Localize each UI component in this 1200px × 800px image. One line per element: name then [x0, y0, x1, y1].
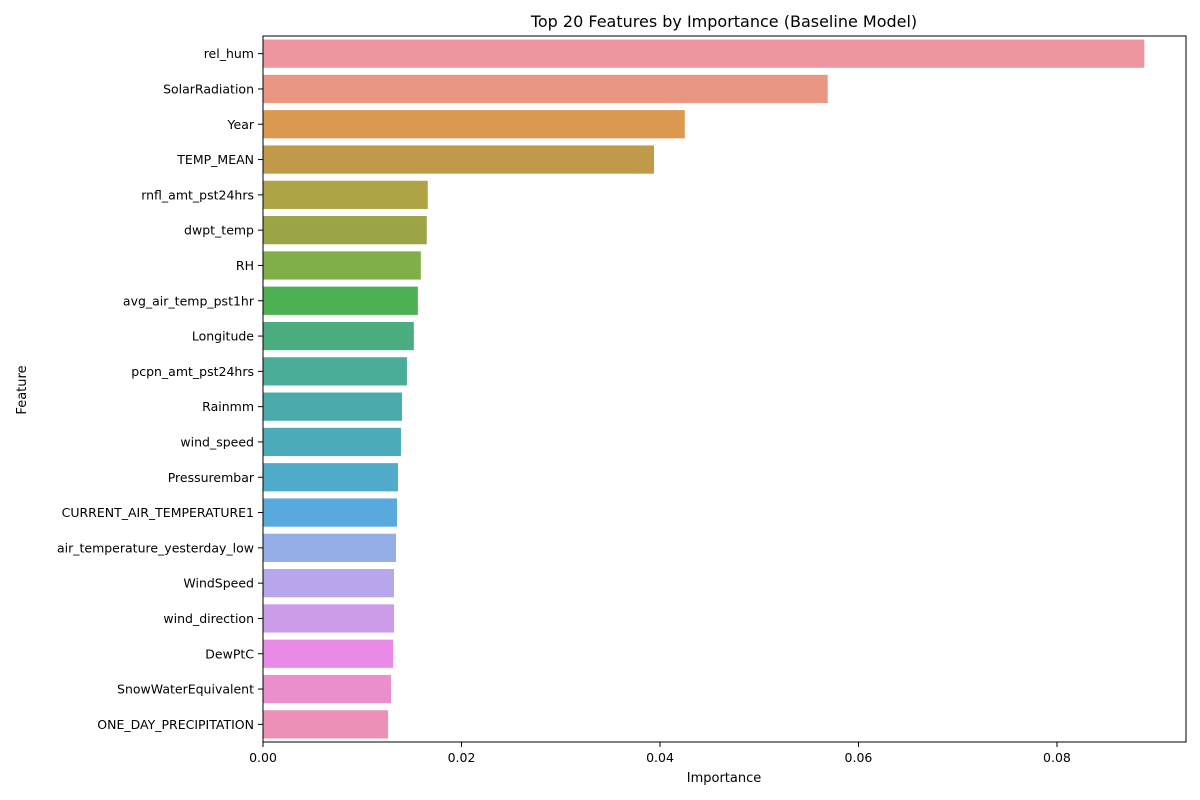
- bar-CURRENT_AIR_TEMPERATURE1: [263, 498, 397, 527]
- y-tick-label: Pressurembar: [168, 470, 255, 485]
- y-tick-label: Longitude: [192, 329, 254, 344]
- bar-ONE_DAY_PRECIPITATION: [263, 710, 389, 739]
- y-tick-label: TEMP_MEAN: [176, 152, 254, 167]
- y-tick-label: dwpt_temp: [184, 223, 254, 238]
- y-tick-label: pcpn_amt_pst24hrs: [131, 364, 254, 379]
- x-tick-label: 0.04: [646, 750, 674, 765]
- x-axis-label: Importance: [687, 771, 762, 786]
- bar-wind_speed: [263, 427, 401, 457]
- y-axis-label: Feature: [15, 365, 30, 414]
- x-tick-label: 0.08: [1043, 750, 1071, 765]
- bar-Pressurembar: [263, 463, 398, 492]
- bar-WindSpeed: [263, 569, 395, 598]
- y-tick-label: ONE_DAY_PRECIPITATION: [97, 717, 254, 732]
- y-axis-ticks: rel_hum SolarRadiation Year TEMP_MEAN rnfl_a…: [57, 46, 263, 732]
- bar-dwpt_temp: [263, 216, 427, 245]
- y-tick-label: DewPtC: [205, 646, 254, 661]
- y-tick-label: avg_air_temp_pst1hr: [123, 293, 255, 308]
- y-tick-label: rnfl_amt_pst24hrs: [141, 187, 254, 202]
- bar-DewPtC: [263, 639, 394, 668]
- bar-rel_hum: [263, 39, 1145, 68]
- bar-Rainmm: [263, 392, 402, 421]
- y-tick-label: WindSpeed: [183, 576, 254, 591]
- bar-TEMP_MEAN: [263, 145, 655, 174]
- bars-group: [263, 39, 1145, 739]
- bar-SolarRadiation: [263, 74, 828, 104]
- x-tick-label: 0.00: [249, 750, 277, 765]
- bar-pcpn_amt_pst24hrs: [263, 357, 407, 386]
- y-tick-label: air_temperature_yesterday_low: [57, 540, 254, 555]
- bar-Longitude: [263, 321, 414, 351]
- y-tick-label: CURRENT_AIR_TEMPERATURE1: [62, 505, 254, 520]
- bar-avg_air_temp_pst1hr: [263, 286, 418, 315]
- axes-frame: [262, 35, 1187, 743]
- bar-wind_direction: [263, 604, 395, 633]
- chart-title: Top 20 Features by Importance (Baseline …: [530, 12, 917, 31]
- bar-RH: [263, 251, 421, 280]
- y-tick-label: SolarRadiation: [163, 81, 254, 96]
- y-tick-label: RH: [236, 258, 254, 273]
- y-tick-label: wind_direction: [163, 611, 254, 626]
- y-tick-label: wind_speed: [180, 434, 254, 449]
- x-tick-label: 0.02: [448, 750, 476, 765]
- y-tick-label: rel_hum: [204, 46, 254, 61]
- bar-air_temperature_yesterday_low: [263, 533, 396, 562]
- bar-SnowWaterEquivalent: [263, 674, 392, 704]
- bar-rnfl_amt_pst24hrs: [263, 180, 428, 209]
- y-tick-label: Rainmm: [202, 399, 254, 414]
- x-tick-label: 0.06: [845, 750, 873, 765]
- y-tick-label: Year: [227, 117, 255, 132]
- bar-Year: [263, 110, 685, 139]
- y-tick-label: SnowWaterEquivalent: [117, 682, 254, 697]
- x-axis-ticks: 0.00 0.02 0.04 0.06 0.08: [249, 742, 1071, 765]
